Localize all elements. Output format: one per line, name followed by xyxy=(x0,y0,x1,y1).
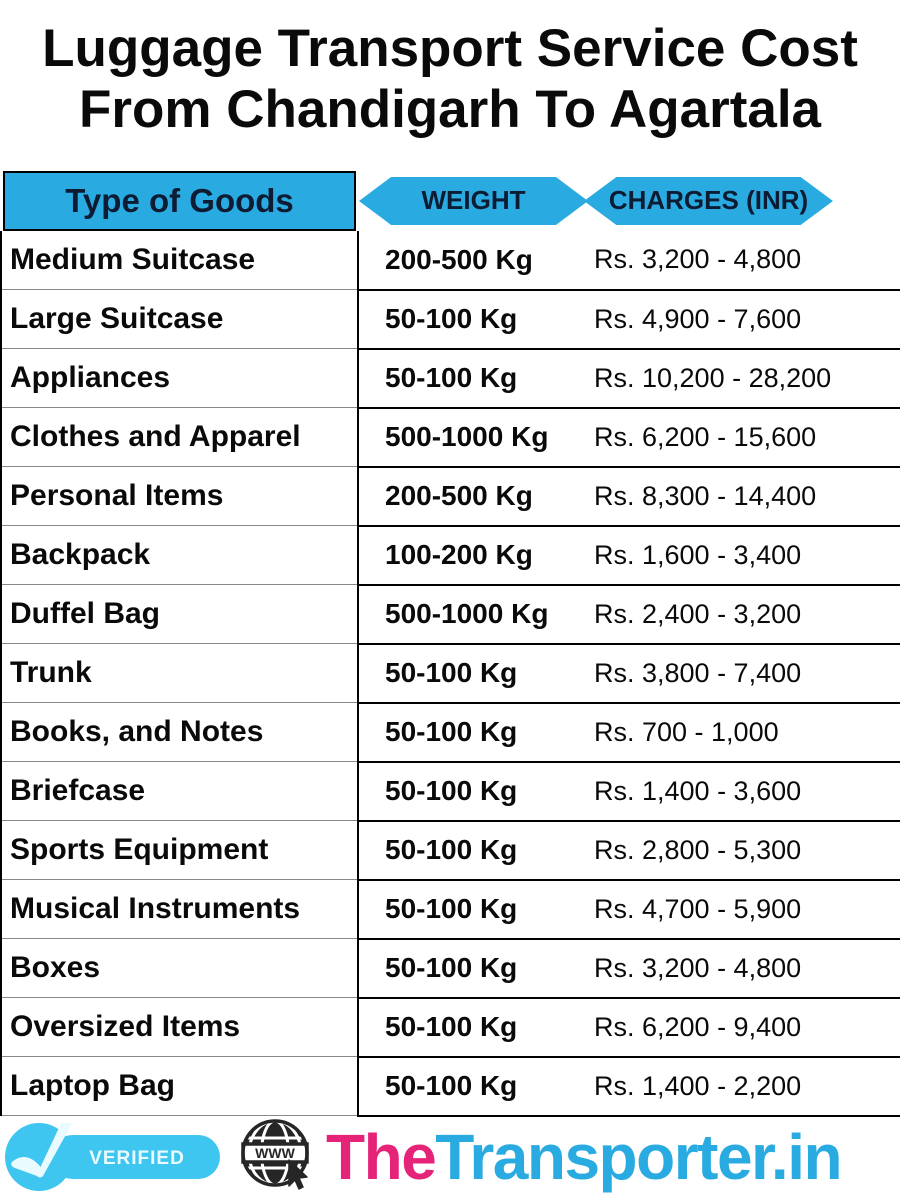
svg-text:WWW: WWW xyxy=(255,1145,295,1161)
svg-text:VERIFIED: VERIFIED xyxy=(89,1148,185,1169)
